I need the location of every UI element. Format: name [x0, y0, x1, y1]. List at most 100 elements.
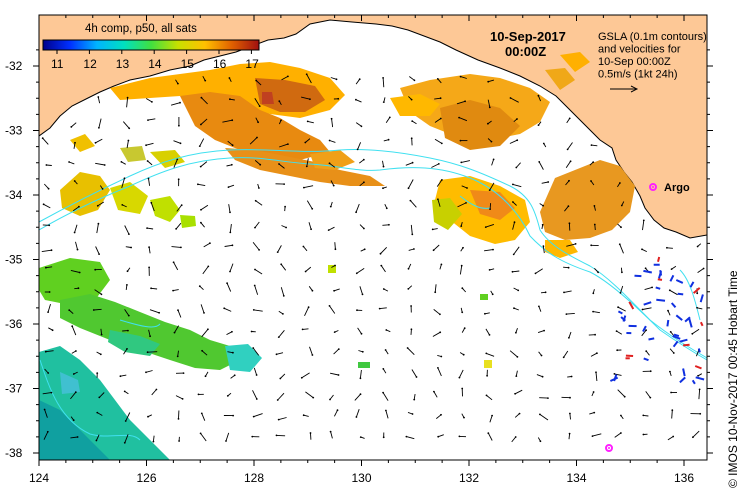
- velocity-arrow: [70, 436, 78, 439]
- velocity-arrow-head: [487, 122, 489, 125]
- velocity-arrow-head: [44, 350, 47, 353]
- velocity-arrow: [175, 222, 182, 230]
- velocity-arrow: [97, 96, 101, 104]
- velocity-arrow-head: [692, 436, 694, 439]
- velocity-arrow: [461, 160, 470, 163]
- velocity-arrow: [147, 160, 153, 166]
- velocity-arrow: [614, 373, 622, 376]
- altimeter-velocity-symbol: [683, 343, 690, 347]
- colorbar-ticks: [56, 50, 252, 54]
- velocity-arrow: [407, 347, 415, 356]
- velocity-arrow-head: [148, 266, 151, 269]
- velocity-arrow-head: [258, 249, 260, 251]
- velocity-arrow-head: [204, 79, 207, 82]
- velocity-arrow-head: [328, 162, 331, 165]
- velocity-arrow: [535, 268, 543, 274]
- velocity-arrow: [511, 436, 517, 443]
- velocity-arrow-head: [432, 249, 435, 252]
- velocity-arrow-head: [439, 313, 441, 316]
- velocity-arrow-head: [517, 289, 520, 292]
- velocity-arrow: [229, 263, 234, 272]
- altimeter-velocity-symbol: [613, 374, 618, 382]
- velocity-arrow-head: [275, 434, 278, 437]
- velocity-arrow-head: [176, 158, 179, 161]
- velocity-arrow: [329, 394, 334, 400]
- velocity-arrow-head: [200, 208, 202, 211]
- velocity-arrow: [308, 286, 313, 291]
- colorbar-label: 12: [83, 57, 97, 71]
- velocity-arrow-head: [411, 233, 414, 236]
- gsla-contours: [39, 148, 707, 441]
- velocity-arrow-head: [127, 314, 130, 317]
- velocity-arrow-head: [200, 96, 203, 99]
- velocity-arrow-head: [388, 116, 391, 119]
- velocity-arrow: [148, 247, 151, 254]
- velocity-arrow-head: [179, 101, 181, 104]
- velocity-arrow-head: [305, 73, 308, 76]
- velocity-arrow: [487, 99, 491, 108]
- velocity-arrow-head: [385, 329, 388, 331]
- velocity-arrow-head: [568, 222, 571, 225]
- velocity-arrow-head: [120, 161, 123, 163]
- velocity-arrow-head: [70, 126, 73, 128]
- altimeter-velocity-symbol: [617, 310, 623, 315]
- velocity-arrow: [434, 118, 442, 123]
- velocity-arrow: [595, 372, 598, 382]
- y-tick-label: -34: [5, 188, 23, 202]
- velocity-arrow-head: [280, 263, 283, 266]
- velocity-arrow-head: [593, 411, 596, 414]
- velocity-arrow: [124, 309, 130, 316]
- velocity-arrow-head: [329, 430, 332, 433]
- velocity-arrow-head: [253, 284, 256, 287]
- velocity-arrow-head: [74, 141, 76, 144]
- argo-float-marker[interactable]: [649, 183, 657, 191]
- velocity-arrow-head: [76, 436, 79, 438]
- altimeter-velocity-symbol: [691, 379, 696, 385]
- velocity-arrow-head: [592, 292, 595, 295]
- velocity-arrow-head: [490, 140, 493, 143]
- velocity-arrow-head: [149, 335, 152, 338]
- velocity-arrow: [253, 413, 263, 418]
- velocity-arrow: [199, 138, 205, 147]
- velocity-arrow: [200, 118, 208, 125]
- velocity-arrow-head: [258, 105, 261, 107]
- velocity-arrow: [413, 394, 416, 400]
- velocity-arrow-head: [73, 180, 76, 182]
- velocity-arrow: [44, 409, 48, 418]
- velocity-arrow-head: [437, 435, 440, 438]
- argo-float-marker[interactable]: [605, 444, 613, 452]
- velocity-arrow: [432, 331, 441, 337]
- velocity-arrow-head: [182, 372, 185, 374]
- velocity-arrow: [357, 142, 362, 150]
- velocity-arrow: [536, 374, 543, 378]
- velocity-arrow: [226, 164, 232, 167]
- velocity-arrow-head: [590, 180, 592, 182]
- credit-text: © IMOS 10-Nov-2017 00:45 Hobart Time: [726, 270, 740, 488]
- velocity-arrow: [150, 202, 155, 212]
- velocity-arrow-head: [596, 352, 598, 355]
- sst-patches: [39, 52, 635, 460]
- velocity-arrow-head: [303, 186, 305, 189]
- velocity-arrow-head: [563, 291, 565, 294]
- velocity-arrow-head: [591, 435, 594, 437]
- velocity-arrow-head: [306, 120, 309, 123]
- velocity-arrow-head: [440, 413, 442, 416]
- velocity-arrow-head: [485, 394, 488, 397]
- velocity-arrow-head: [280, 119, 282, 122]
- velocity-arrow-head: [311, 354, 314, 356]
- velocity-arrow: [698, 389, 701, 400]
- velocity-arrow-head: [277, 418, 280, 421]
- velocity-arrow-head: [360, 125, 363, 128]
- velocity-arrow-head: [568, 117, 571, 120]
- velocity-arrow-head: [459, 75, 462, 78]
- velocity-arrow: [568, 331, 572, 338]
- velocity-arrow-head: [621, 271, 623, 274]
- altimeter-velocity-symbol: [679, 338, 688, 343]
- velocity-arrow-head: [100, 333, 103, 336]
- altimeter-velocity-symbol: [670, 302, 677, 308]
- velocity-arrow-head: [126, 348, 128, 350]
- altimeter-velocity-symbol: [658, 270, 663, 279]
- velocity-arrow-head: [48, 291, 51, 293]
- velocity-arrow: [408, 179, 414, 189]
- velocity-arrow: [255, 80, 262, 86]
